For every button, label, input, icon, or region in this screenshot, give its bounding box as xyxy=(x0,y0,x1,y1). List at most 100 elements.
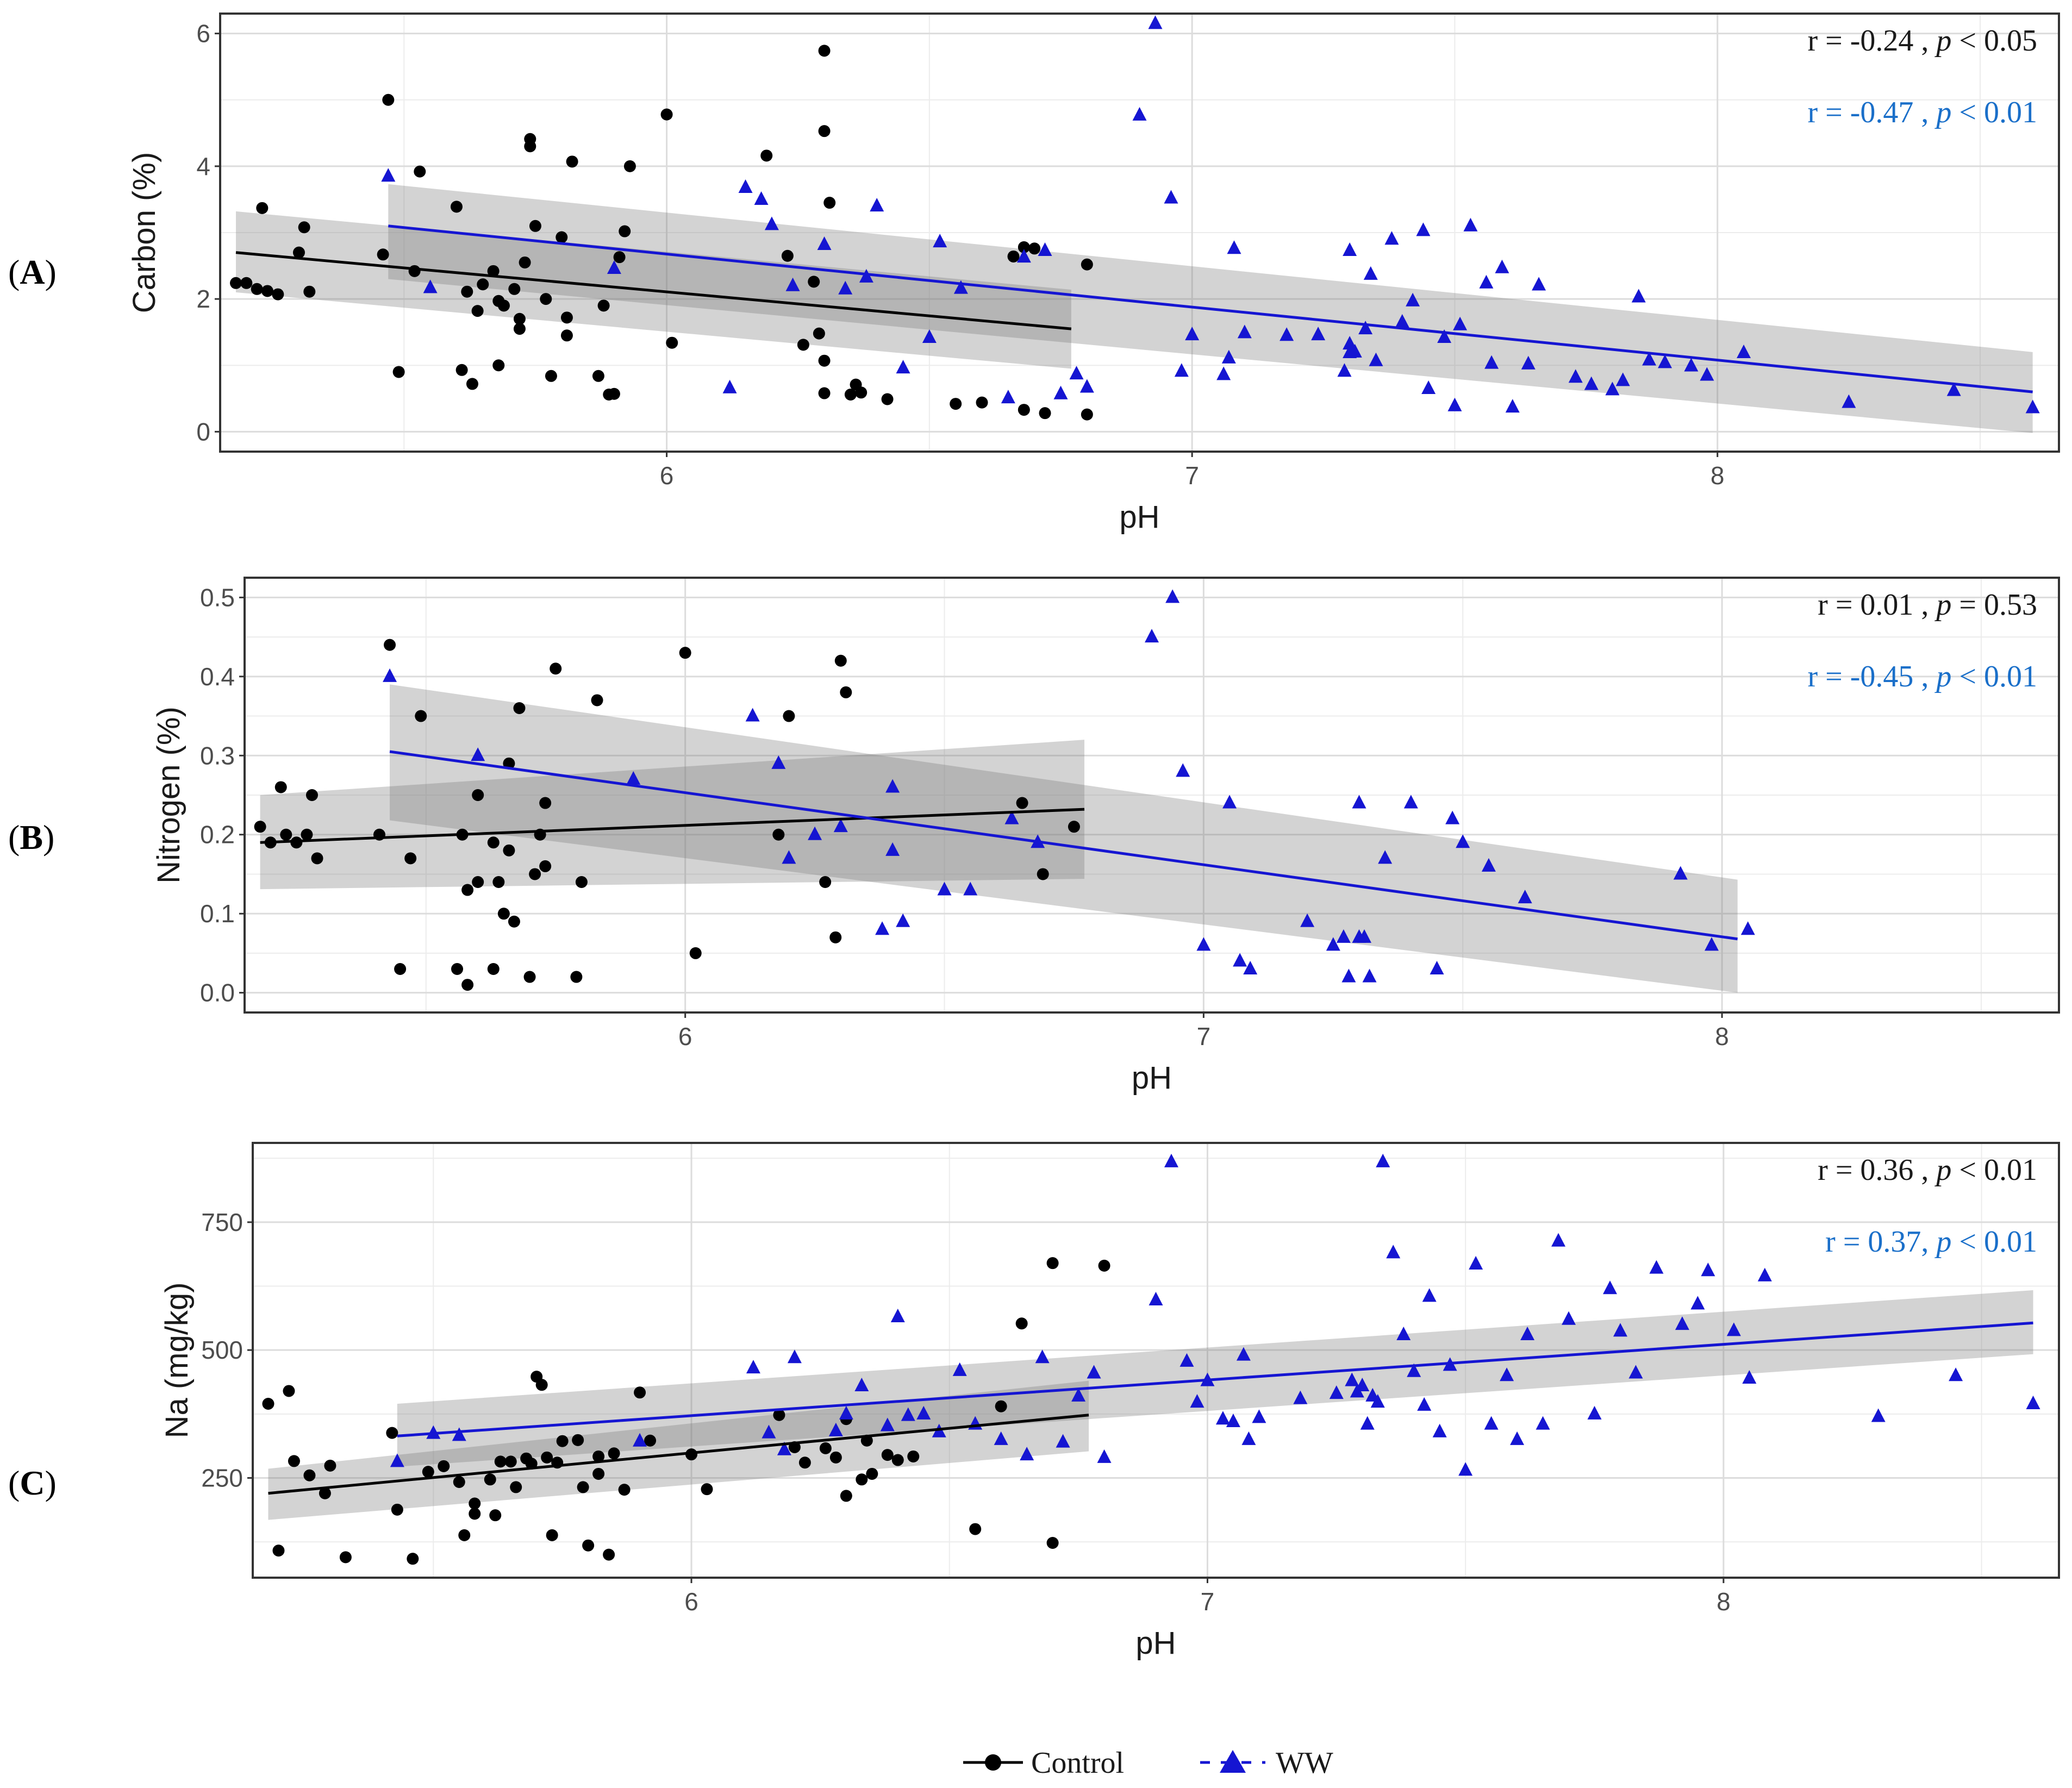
data-point-ww xyxy=(1038,242,1052,256)
data-point-control xyxy=(760,149,773,162)
data-point-ww xyxy=(1406,292,1420,307)
plot-border xyxy=(244,577,2060,1014)
data-point-ww xyxy=(1343,336,1357,350)
data-point-ww xyxy=(1293,1390,1308,1404)
data-point-control xyxy=(508,283,521,295)
data-point-ww xyxy=(2025,399,2040,414)
data-point-ww xyxy=(1221,349,1236,364)
data-point-ww xyxy=(1196,937,1211,951)
data-point-control xyxy=(497,299,510,312)
series-control xyxy=(254,639,1080,991)
data-point-ww xyxy=(754,191,769,205)
x-tick-label: 7 xyxy=(1201,1587,1215,1616)
correlation-annotation-ww: r = 0.37, p < 0.01 xyxy=(1825,1225,2037,1259)
data-point-control xyxy=(414,165,426,178)
y-tick-label: 0.2 xyxy=(200,821,235,849)
data-point-control xyxy=(891,1454,904,1466)
data-point-ww xyxy=(1871,1408,1886,1422)
data-point-control xyxy=(592,1450,605,1462)
data-point-control xyxy=(472,876,484,888)
data-point-ww xyxy=(1149,1291,1163,1305)
data-point-ww xyxy=(859,268,873,283)
data-point-control xyxy=(407,1553,419,1565)
data-point-ww xyxy=(1642,352,1657,366)
data-point-control xyxy=(881,1449,894,1461)
data-point-control xyxy=(305,789,318,801)
data-point-ww xyxy=(1004,810,1019,824)
data-point-control xyxy=(603,1548,615,1561)
data-point-ww xyxy=(1520,1326,1535,1340)
data-point-control xyxy=(798,1456,811,1469)
data-point-control xyxy=(1018,404,1030,416)
series-ww xyxy=(390,1153,2040,1476)
y-tick-label: 0.5 xyxy=(200,583,235,611)
data-point-control xyxy=(634,1386,646,1399)
panel-1: 0 2 4 6 6 7 8 pH Carbon (%) (A) r = -0.24 , p < 0.… xyxy=(8,12,2060,535)
data-point-ww xyxy=(1407,1363,1421,1377)
data-point-ww xyxy=(1369,352,1383,366)
data-point-control xyxy=(510,1481,522,1493)
data-point-control xyxy=(1039,407,1051,420)
data-point-control xyxy=(995,1400,1007,1412)
data-point-ww xyxy=(896,360,910,374)
data-point-control xyxy=(256,202,269,214)
data-point-ww xyxy=(1069,366,1084,380)
data-point-control xyxy=(818,387,831,399)
data-point-control xyxy=(881,393,894,405)
data-point-ww xyxy=(1384,231,1399,245)
data-point-ww xyxy=(1164,190,1178,204)
data-point-ww xyxy=(1422,1288,1437,1302)
data-point-ww xyxy=(1020,1447,1034,1461)
data-point-control xyxy=(529,868,541,880)
data-point-ww xyxy=(1737,345,1751,359)
data-point-control xyxy=(283,1385,295,1397)
data-point-control xyxy=(592,1467,605,1480)
data-point-ww xyxy=(607,260,621,274)
data-point-ww xyxy=(1690,1296,1705,1310)
data-point-control xyxy=(458,1529,471,1541)
data-point-control xyxy=(1015,1317,1028,1330)
data-point-control xyxy=(415,710,427,722)
data-point-ww xyxy=(1145,629,1159,643)
data-point-control xyxy=(262,1398,274,1410)
data-point-ww xyxy=(1352,795,1366,809)
data-point-ww xyxy=(1378,850,1393,864)
legend-control-label: Control xyxy=(1031,1746,1124,1780)
data-point-ww xyxy=(1437,329,1452,343)
data-point-ww xyxy=(1300,913,1315,927)
data-point-control xyxy=(461,884,474,896)
data-point-control xyxy=(290,836,303,849)
data-point-control xyxy=(829,931,842,943)
data-point-control xyxy=(550,662,562,675)
data-point-control xyxy=(1007,250,1020,262)
data-point-control xyxy=(608,1447,620,1460)
data-point-ww xyxy=(1568,369,1583,383)
data-point-ww xyxy=(471,747,485,761)
data-point-ww xyxy=(1215,1411,1230,1425)
data-point-ww xyxy=(1602,1280,1617,1295)
data-point-ww xyxy=(1628,1365,1643,1379)
data-point-ww xyxy=(2026,1396,2040,1409)
data-point-control xyxy=(489,1509,502,1522)
data-point-ww xyxy=(764,216,779,230)
data-point-control xyxy=(492,876,505,888)
data-point-control xyxy=(591,694,603,707)
x-tick-label: 8 xyxy=(1717,1587,1731,1616)
data-point-ww xyxy=(390,1453,404,1467)
data-point-ww xyxy=(1347,343,1362,358)
data-point-ww xyxy=(1164,1153,1178,1167)
data-point-control xyxy=(829,1451,842,1464)
data-point-control xyxy=(556,1435,569,1447)
data-point-ww xyxy=(1355,1378,1370,1392)
data-point-ww xyxy=(1185,327,1200,341)
data-point-control xyxy=(950,398,962,410)
data-point-ww xyxy=(880,1417,895,1431)
data-point-control xyxy=(666,336,678,349)
data-point-control xyxy=(261,285,273,297)
data-point-control xyxy=(856,1473,868,1486)
confidence-band-control xyxy=(268,1380,1089,1520)
panel-label: (C) xyxy=(8,1464,57,1502)
data-point-ww xyxy=(746,1360,760,1374)
data-point-ww xyxy=(1233,953,1247,967)
data-point-ww xyxy=(1484,1416,1499,1430)
